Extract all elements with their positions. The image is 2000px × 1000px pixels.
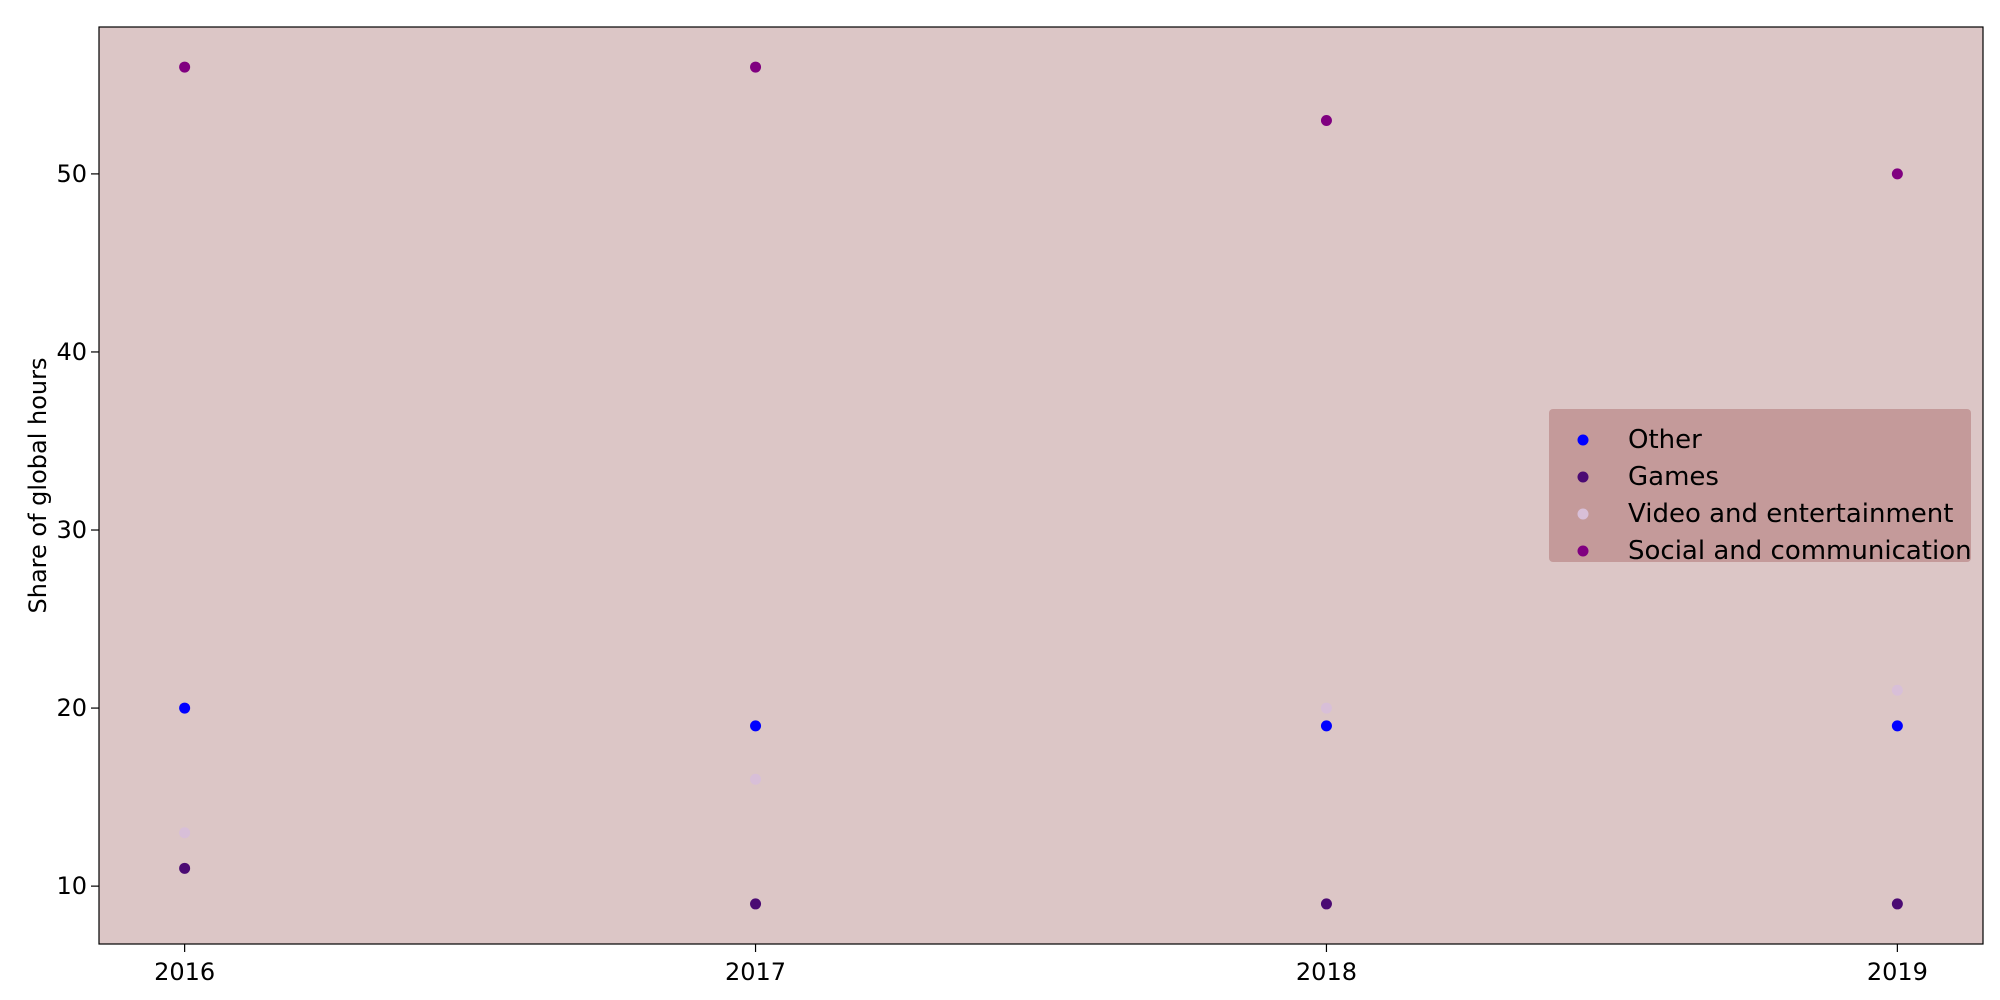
legend-marker [1577,545,1589,557]
y-axis-label: Share of global hours [24,358,52,614]
legend: Other Games Video and entertainment Social … [1549,409,1972,566]
y-axis: 10 20 30 40 50 [56,160,99,900]
legend-marker [1577,508,1589,520]
x-tick-label: 2016 [154,958,215,986]
scatter-point [179,61,191,73]
legend-box [1549,409,1971,562]
legend-entry: Social and communication [1628,536,1972,566]
legend-entry: Video and entertainment [1628,499,1953,529]
scatter-point [1891,720,1903,732]
y-tick-label: 40 [56,338,87,366]
legend-marker [1577,471,1589,483]
scatter-point [1891,898,1903,910]
scatter-point [1320,702,1332,714]
scatter-point [750,898,762,910]
scatter-point [1320,114,1332,126]
scatter-point [179,702,191,714]
x-tick-label: 2017 [725,958,786,986]
legend-entry: Other [1628,425,1702,455]
scatter-point [1891,684,1903,696]
legend-marker [1577,434,1589,446]
y-tick-label: 10 [56,872,87,900]
scatter-point [1320,720,1332,732]
data-points [179,61,1903,910]
y-tick-label: 30 [56,516,87,544]
scatter-point [1891,168,1903,180]
scatter-point [750,720,762,732]
x-tick-label: 2018 [1296,958,1357,986]
scatter-point [179,862,191,874]
scatter-point [750,61,762,73]
y-tick-label: 20 [56,694,87,722]
scatter-point [1320,898,1332,910]
y-tick-label: 50 [56,160,87,188]
scatter-point [179,827,191,839]
x-axis: 2016 2017 2018 2019 [154,944,1928,986]
x-tick-label: 2019 [1867,958,1928,986]
legend-entry: Games [1628,462,1719,492]
scatter-point [750,773,762,785]
